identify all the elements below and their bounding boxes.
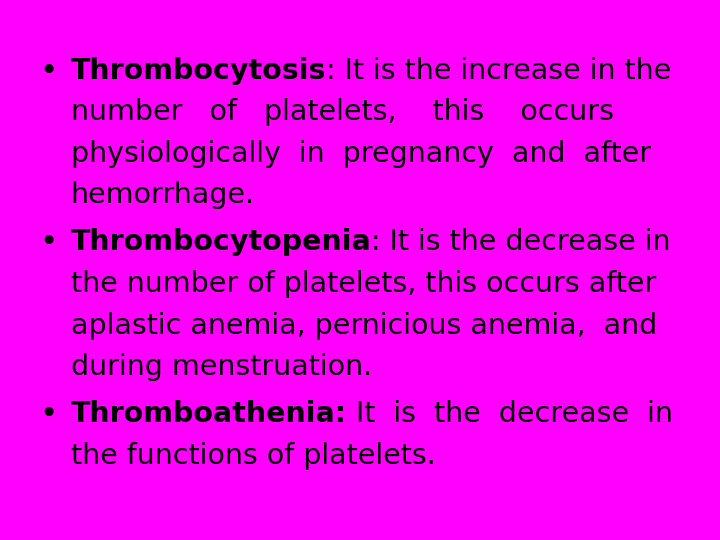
Text: Thrombocytosis: Thrombocytosis	[71, 57, 326, 85]
Text: : It is the increase in the: : It is the increase in the	[326, 57, 671, 85]
Text: •: •	[40, 228, 58, 258]
Text: •: •	[40, 57, 58, 86]
Text: the functions of platelets.: the functions of platelets.	[71, 442, 436, 470]
Text: hemorrhage.: hemorrhage.	[71, 181, 255, 210]
Text: It  is  the  decrease  in: It is the decrease in	[346, 400, 672, 428]
Text: physiologically  in  pregnancy  and  after: physiologically in pregnancy and after	[71, 140, 651, 168]
Text: the number of platelets, this occurs after: the number of platelets, this occurs aft…	[71, 270, 656, 298]
Text: : It is the decrease in: : It is the decrease in	[372, 228, 671, 256]
Text: during menstruation.: during menstruation.	[71, 353, 372, 381]
Text: •: •	[40, 400, 58, 429]
Text: number   of   platelets,    this    occurs: number of platelets, this occurs	[71, 98, 613, 126]
Text: aplastic anemia, pernicious anemia,  and: aplastic anemia, pernicious anemia, and	[71, 312, 657, 340]
Text: Thromboathenia:: Thromboathenia:	[71, 400, 346, 428]
Text: Thrombocytopenia: Thrombocytopenia	[71, 228, 372, 256]
